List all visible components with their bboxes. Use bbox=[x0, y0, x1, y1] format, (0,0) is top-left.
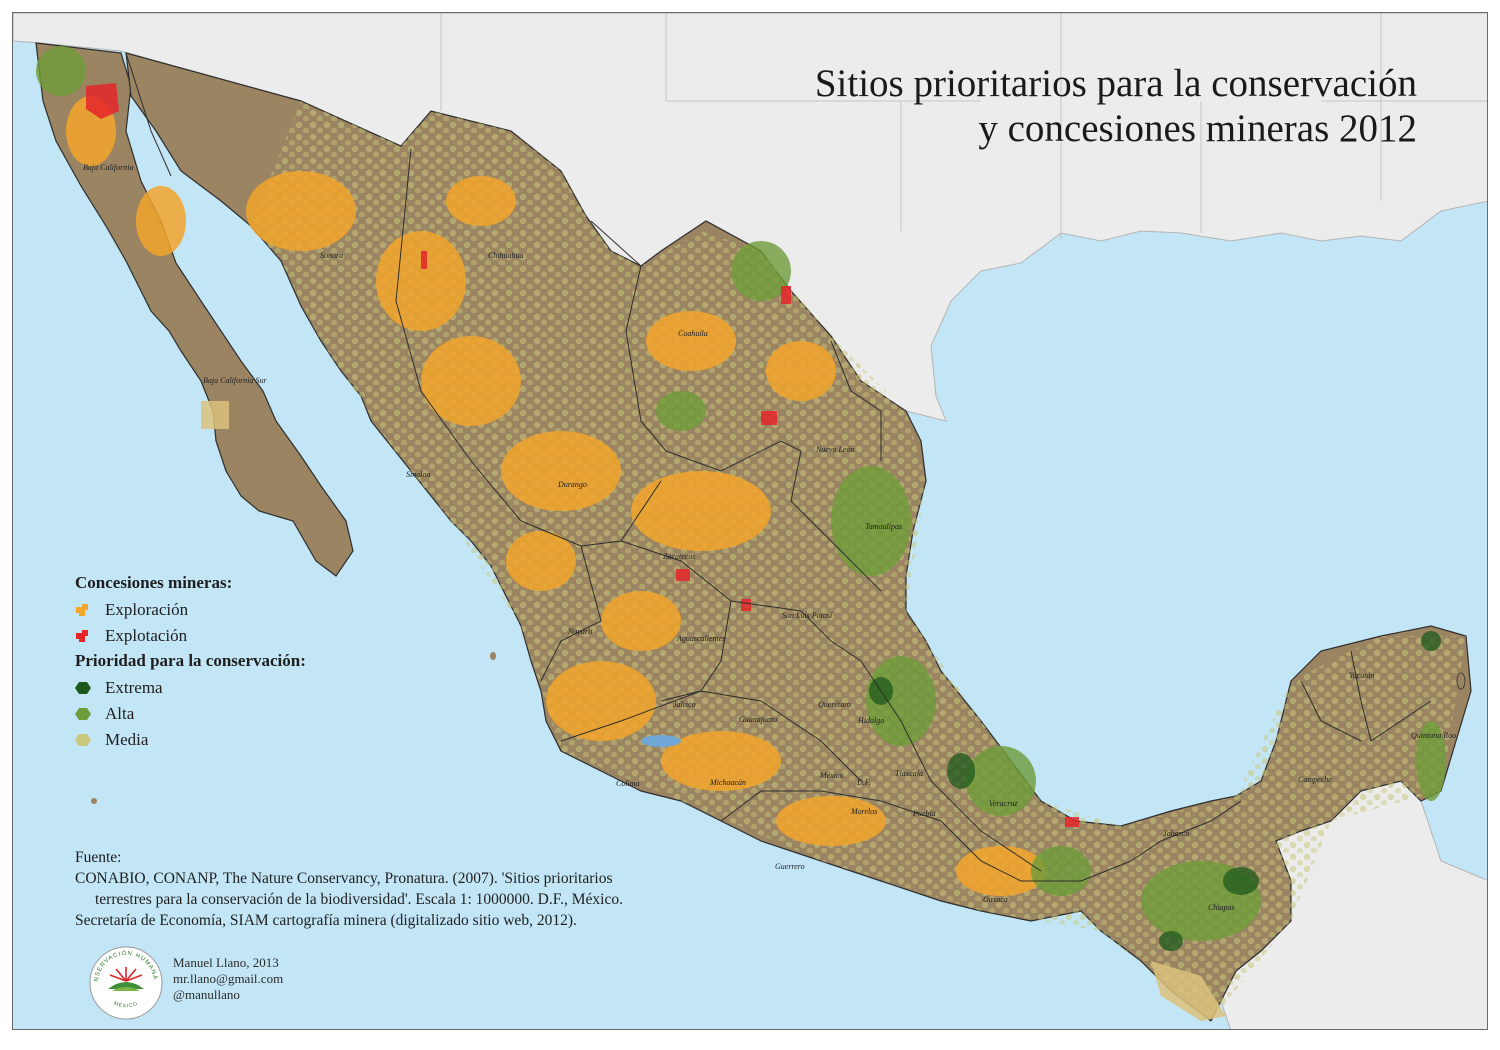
exploitation-symbol-icon bbox=[75, 629, 105, 643]
legend-item-explotacion: Explotación bbox=[75, 623, 306, 649]
legend-item-extrema: Extrema bbox=[75, 675, 306, 701]
state-label-guanajuato: Guanajuato bbox=[739, 715, 778, 724]
state-label-yucatan: Yucatán bbox=[1349, 671, 1375, 680]
exploration-concessions bbox=[66, 96, 1226, 1021]
us-state-border bbox=[440, 13, 1487, 241]
legend-label-explotacion: Explotación bbox=[105, 626, 188, 645]
map-title-line-1: Sitios prioritarios para la conservación bbox=[814, 62, 1417, 105]
state-label-nuevo-leon: Nuevo León bbox=[816, 445, 855, 454]
state-label-hidalgo: Hidalgo bbox=[858, 716, 885, 725]
state-label-oaxaca: Oaxaca bbox=[983, 895, 1008, 904]
state-label-puebla: Puebla bbox=[913, 809, 936, 818]
author-email: mr.llano@gmail.com bbox=[173, 971, 284, 986]
logo-bottom-text: MÉXICO bbox=[113, 1001, 138, 1010]
source-note: Fuente: CONABIO, CONANP, The Nature Cons… bbox=[75, 847, 623, 931]
map-frame: Baja California Sonora Chihuahua Coahuil… bbox=[12, 12, 1488, 1030]
hexagon-high-icon bbox=[75, 707, 105, 721]
state-label-san-luis-potosi: San Luis Potosí bbox=[782, 611, 833, 620]
state-label-tlaxcala: Tlaxcala bbox=[895, 769, 923, 778]
state-label-zacatecas: Zacatecas bbox=[663, 552, 696, 561]
exploration-symbol-icon bbox=[75, 603, 105, 617]
legend-label-media: Media bbox=[105, 730, 149, 749]
state-label-veracruz: Veracruz bbox=[989, 799, 1018, 808]
state-label-michoacan: Michoacán bbox=[710, 778, 746, 787]
state-label-baja-california: Baja California bbox=[83, 163, 134, 172]
map-title-line-2: y concesiones mineras 2012 bbox=[978, 107, 1417, 150]
state-label-tamaulipas: Tamaulipas bbox=[865, 522, 903, 531]
state-label-sonora: Sonora bbox=[320, 251, 344, 260]
state-borders bbox=[125, 52, 1432, 882]
island bbox=[91, 798, 97, 804]
hexagon-extreme-icon bbox=[75, 681, 105, 695]
state-label-jalisco: Jalisco bbox=[673, 700, 696, 709]
state-label-tabasco: Tabasco bbox=[1163, 829, 1190, 838]
state-label-quintana-roo: Quintana Roo bbox=[1411, 731, 1457, 740]
legend-item-alta: Alta bbox=[75, 701, 306, 727]
state-label-mexico: México bbox=[820, 771, 844, 780]
source-line-2: terrestres para la conservación de la bi… bbox=[95, 891, 623, 908]
source-line-3: Secretaría de Economía, SIAM cartografía… bbox=[75, 912, 577, 929]
state-label-campeche: Campeche bbox=[1298, 775, 1332, 784]
svg-text:MÉXICO: MÉXICO bbox=[113, 1001, 139, 1010]
state-label-nayarit: Nayarit bbox=[568, 627, 593, 636]
conservacion-humana-logo: CONSERVACIÓN HUMANA AC MÉXICO bbox=[85, 941, 164, 1021]
author-name: Manuel Llano, 2013 bbox=[173, 955, 279, 970]
state-label-chiapas: Chiapas bbox=[1208, 903, 1235, 912]
legend-label-exploracion: Exploración bbox=[105, 600, 189, 619]
legend-priority-heading: Prioridad para la conservación: bbox=[75, 651, 306, 670]
source-heading: Fuente: bbox=[75, 849, 122, 866]
map-canvas bbox=[13, 13, 1487, 1029]
state-label-queretaro: Querétaro bbox=[818, 700, 852, 709]
source-line-1: CONABIO, CONANP, The Nature Conservancy,… bbox=[75, 870, 613, 887]
author-handle: @manullano bbox=[173, 987, 240, 1002]
legend-mining-heading: Concesiones mineras: bbox=[75, 573, 233, 592]
state-label-sinaloa: Sinaloa bbox=[406, 470, 431, 479]
exploitation-concessions bbox=[86, 83, 1079, 827]
state-label-df: D.F. bbox=[857, 778, 871, 787]
legend-label-alta: Alta bbox=[105, 704, 135, 723]
state-label-durango: Durango bbox=[558, 480, 587, 489]
hexagon-medium-icon bbox=[75, 733, 105, 747]
legend: Concesiones mineras: Exploración Explota… bbox=[75, 573, 306, 753]
lake-chapala bbox=[641, 735, 681, 747]
state-label-guerrero: Guerrero bbox=[775, 862, 805, 871]
state-label-morelos: Morelos bbox=[851, 807, 878, 816]
island bbox=[490, 652, 496, 660]
state-label-colima: Colima bbox=[616, 779, 640, 788]
state-label-chihuahua: Chihuahua bbox=[488, 251, 524, 260]
author-credit: Manuel Llano, 2013 mr.llano@gmail.com @m… bbox=[173, 955, 283, 1003]
map-title: Sitios prioritarios para la conservación… bbox=[815, 61, 1417, 151]
state-label-coahuila: Coahuila bbox=[678, 329, 708, 338]
legend-item-media: Media bbox=[75, 727, 306, 753]
island bbox=[1456, 672, 1466, 690]
legend-item-exploracion: Exploración bbox=[75, 597, 306, 623]
state-label-aguascalientes: Aguascalientes bbox=[677, 634, 726, 643]
state-label-baja-california-sur: Baja California Sur bbox=[203, 376, 267, 385]
legend-label-extrema: Extrema bbox=[105, 678, 163, 697]
